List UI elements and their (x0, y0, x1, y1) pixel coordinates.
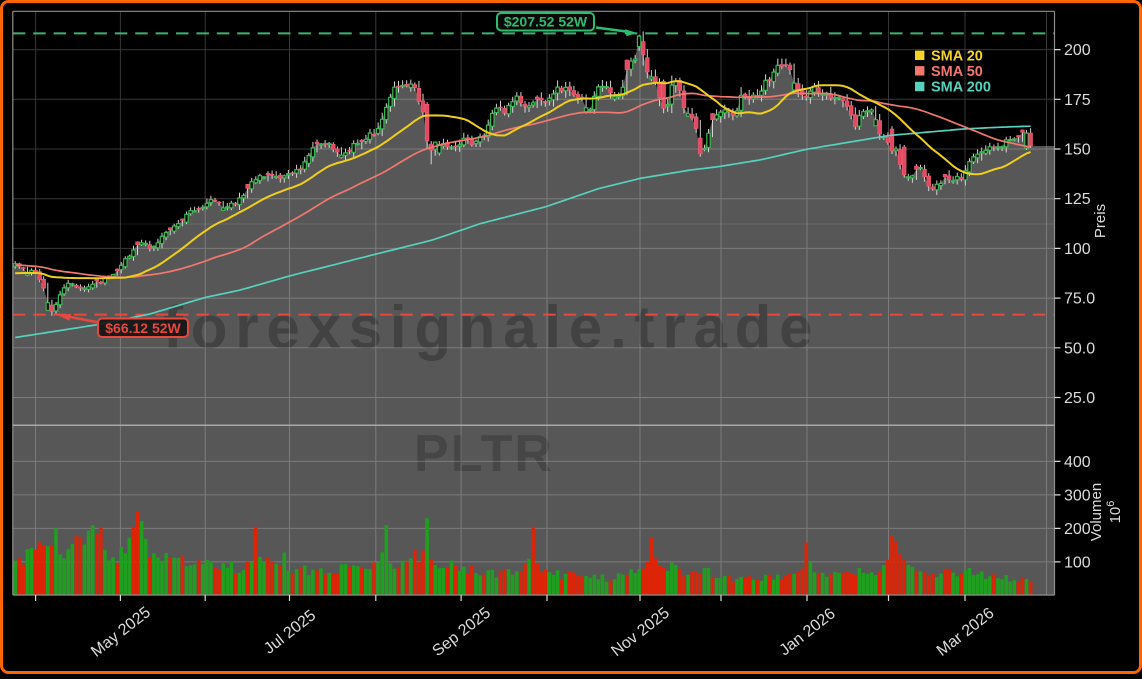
svg-text:SMA 50: SMA 50 (931, 64, 983, 80)
svg-text:$207.52 52W: $207.52 52W (504, 14, 588, 30)
svg-text:$66.12 52W: $66.12 52W (105, 320, 181, 336)
svg-text:175: 175 (1064, 92, 1091, 109)
svg-text:Volumen: Volumen (1088, 483, 1105, 541)
svg-text:150: 150 (1064, 142, 1091, 159)
svg-text:125: 125 (1064, 191, 1091, 208)
svg-text:100: 100 (1064, 241, 1091, 258)
svg-text:50.0: 50.0 (1064, 340, 1095, 357)
svg-text:200: 200 (1064, 42, 1091, 59)
svg-text:25.0: 25.0 (1064, 390, 1095, 407)
svg-text:200: 200 (1064, 521, 1091, 538)
svg-text:75.0: 75.0 (1064, 291, 1095, 308)
svg-text:SMA 200: SMA 200 (931, 80, 991, 96)
svg-text:300: 300 (1064, 487, 1091, 504)
svg-text:forexsignale.trade: forexsignale.trade (163, 294, 820, 361)
svg-text:Preis: Preis (1092, 204, 1109, 238)
svg-text:PLTR: PLTR (414, 425, 554, 483)
svg-text:100: 100 (1064, 554, 1091, 571)
svg-text:SMA 20: SMA 20 (931, 49, 983, 65)
svg-text:400: 400 (1064, 454, 1091, 471)
